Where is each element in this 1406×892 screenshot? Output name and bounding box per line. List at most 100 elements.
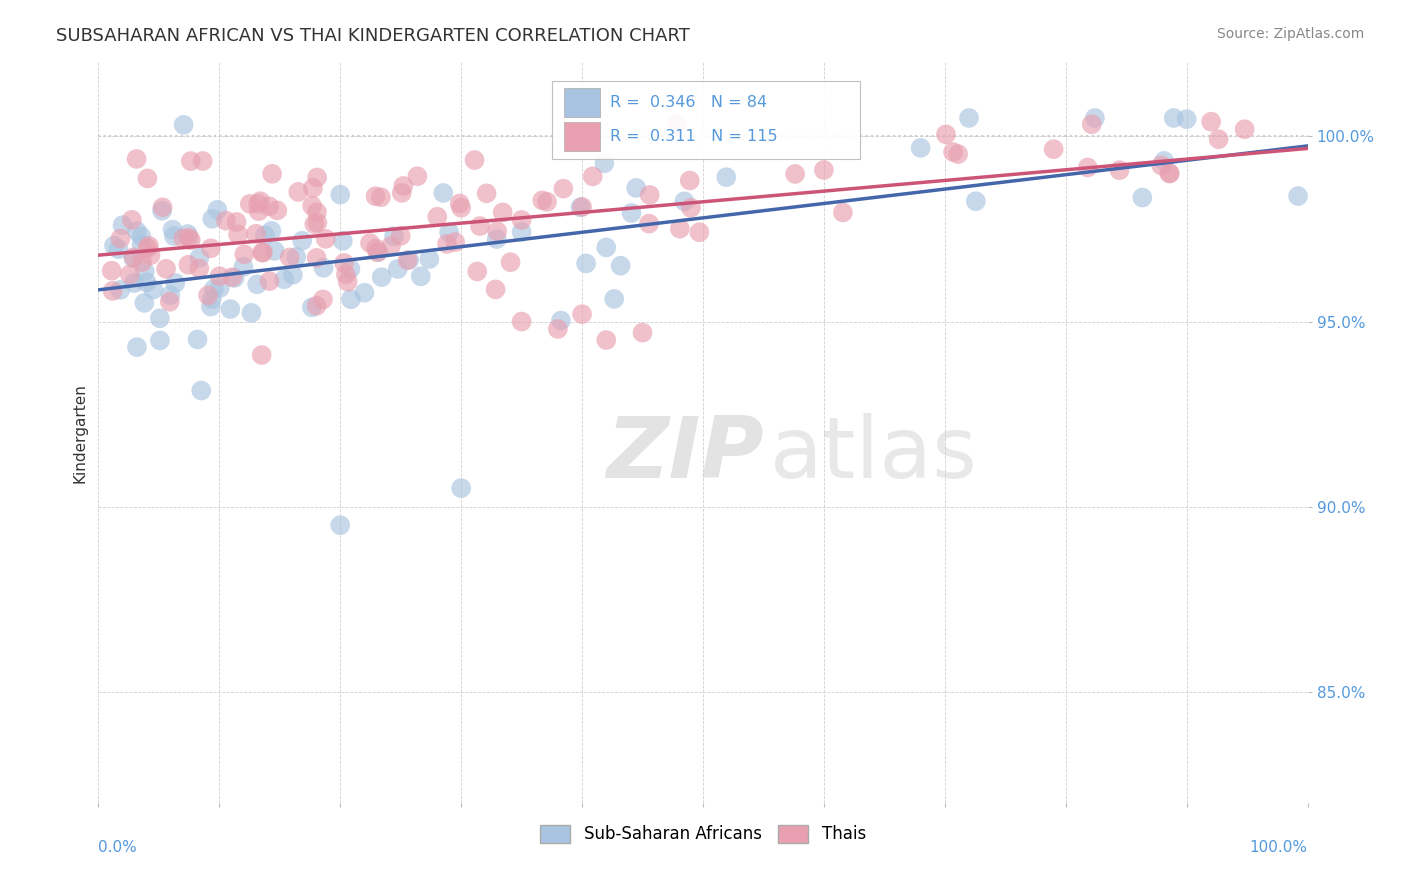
Point [285, 250, 308, 264]
Text: R =  0.311   N = 115: R = 0.311 N = 115 [610, 129, 778, 144]
Point [134, 264, 156, 278]
Point [273, 272, 295, 286]
Point [485, 232, 508, 246]
Point [593, 156, 616, 170]
Point [679, 173, 702, 187]
Point [202, 282, 225, 296]
Point [1163, 111, 1185, 125]
Point [531, 194, 554, 208]
Point [510, 213, 533, 227]
Point [359, 235, 381, 250]
Point [312, 260, 335, 275]
Point [134, 296, 156, 310]
Point [550, 313, 572, 327]
Point [666, 117, 689, 131]
Point [638, 188, 661, 202]
Point [257, 199, 280, 213]
FancyBboxPatch shape [564, 121, 600, 152]
Point [190, 384, 212, 398]
Text: ZIP: ZIP [606, 413, 763, 496]
Point [180, 154, 202, 169]
Point [135, 276, 157, 290]
Point [1286, 189, 1309, 203]
Point [122, 250, 145, 264]
Point [197, 288, 219, 302]
Point [304, 217, 326, 231]
Text: 0.0%: 0.0% [98, 840, 138, 855]
Point [673, 194, 696, 209]
Text: atlas: atlas [769, 413, 977, 496]
Point [436, 236, 458, 251]
Point [396, 253, 419, 268]
Point [111, 218, 134, 232]
Point [226, 227, 249, 242]
Point [215, 213, 238, 227]
Point [208, 269, 231, 284]
Point [221, 270, 243, 285]
Point [233, 247, 256, 261]
Point [464, 153, 486, 167]
Point [1208, 132, 1230, 146]
Point [437, 225, 460, 239]
Point [957, 111, 980, 125]
Point [367, 244, 389, 259]
Point [188, 261, 211, 276]
Point [335, 268, 357, 282]
Point [240, 306, 263, 320]
Point [191, 153, 214, 168]
Point [1159, 167, 1181, 181]
Point [187, 333, 209, 347]
Point [107, 242, 129, 256]
Point [536, 194, 558, 209]
Point [252, 245, 274, 260]
Point [387, 261, 409, 276]
Point [312, 293, 335, 307]
Point [339, 262, 361, 277]
Point [638, 217, 661, 231]
Point [965, 194, 987, 209]
Point [122, 251, 145, 265]
Point [219, 302, 242, 317]
Point [142, 283, 165, 297]
Point [247, 204, 270, 219]
Point [492, 205, 515, 219]
Point [232, 260, 254, 274]
Point [595, 240, 617, 254]
Point [553, 181, 575, 195]
Point [291, 234, 314, 248]
Point [603, 292, 626, 306]
Point [624, 181, 647, 195]
Point [716, 170, 738, 185]
Point [1042, 142, 1064, 156]
Text: R =  0.346   N = 84: R = 0.346 N = 84 [610, 95, 768, 110]
Point [249, 194, 271, 209]
Point [163, 229, 186, 244]
Point [1175, 112, 1198, 127]
Point [262, 167, 284, 181]
Point [173, 118, 195, 132]
Point [631, 326, 654, 340]
Point [935, 128, 957, 142]
Point [110, 283, 132, 297]
Point [688, 225, 710, 239]
Point [159, 288, 181, 302]
Point [245, 227, 267, 241]
Point [177, 230, 200, 244]
Point [125, 152, 148, 166]
Y-axis label: Kindergarten: Kindergarten [72, 383, 87, 483]
Point [263, 244, 285, 258]
Point [486, 224, 509, 238]
Point [450, 201, 472, 215]
Point [246, 277, 269, 292]
Point [307, 216, 329, 230]
Point [391, 186, 413, 200]
Point [444, 235, 467, 249]
Point [679, 201, 702, 215]
Text: SUBSAHARAN AFRICAN VS THAI KINDERGARTEN CORRELATION CHART: SUBSAHARAN AFRICAN VS THAI KINDERGARTEN … [56, 27, 690, 45]
Point [449, 196, 471, 211]
Point [247, 196, 270, 211]
Point [426, 210, 449, 224]
Point [305, 299, 328, 313]
Point [208, 281, 231, 295]
Point [340, 293, 363, 307]
